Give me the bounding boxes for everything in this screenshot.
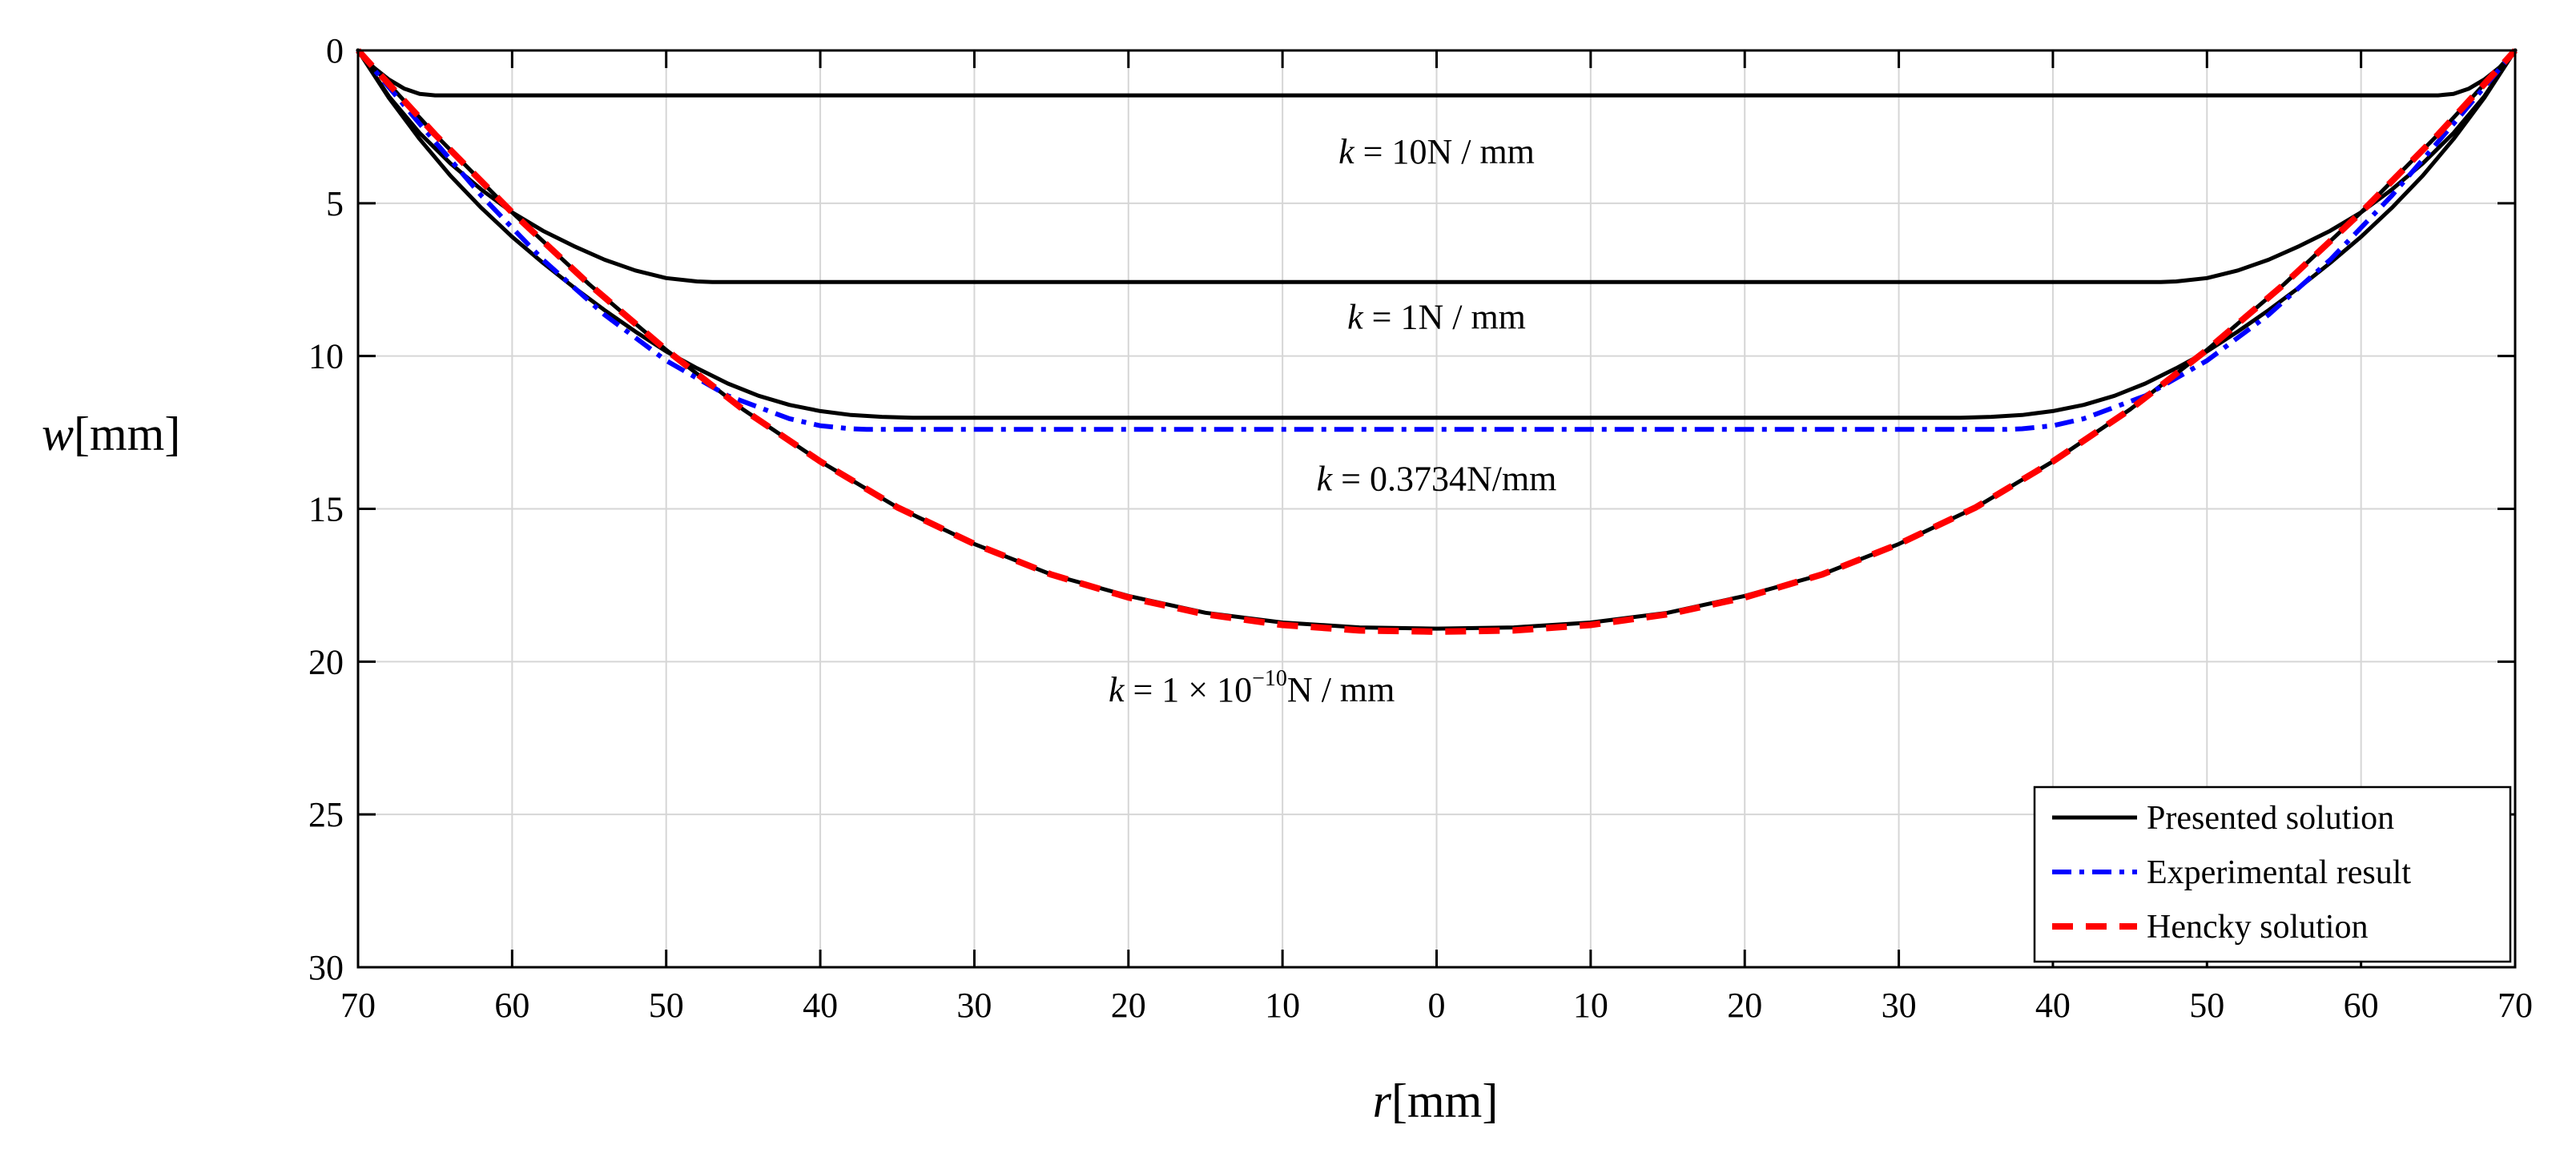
y-tick-label: 10: [308, 337, 344, 376]
legend-label: Experimental result: [2147, 854, 2411, 891]
x-tick-label: 20: [1111, 986, 1146, 1025]
x-tick-label: 50: [649, 986, 684, 1025]
x-tick-label: 30: [1882, 986, 1917, 1025]
legend-label: Hencky solution: [2147, 909, 2368, 946]
annotation-value: = 1 × 10: [1124, 670, 1252, 709]
annotation-exponent: −10: [1252, 666, 1287, 691]
series-line-presented-solution-k1: [356, 48, 2518, 284]
x-tick-label: 20: [1727, 986, 1762, 1025]
y-tick-label: 25: [308, 795, 344, 834]
axis-ticks: 70 60 50 40 30 20 10 0 10 20 30 40 50 60 70 0 5 10 15 20 25 3…: [308, 31, 2533, 1025]
annotation-value: = 10N / mm: [1354, 132, 1535, 171]
curve-annotation-2: k = 1N / mm: [1347, 297, 1526, 336]
series-line-experimental-result: [356, 49, 2518, 432]
annotation-var: k: [1317, 460, 1334, 499]
curve-annotation-3: k = 0.3734N/mm: [1317, 460, 1557, 499]
x-tick-label: 0: [1428, 986, 1446, 1025]
y-axis-label: w[mm]: [42, 408, 180, 460]
x-axis-label-var: r: [1373, 1075, 1392, 1127]
annotation-var: k: [1338, 132, 1355, 171]
y-tick-label: 0: [326, 31, 344, 70]
annotation-var: k: [1109, 670, 1125, 709]
y-axis-label-var: w: [42, 408, 74, 460]
y-tick-label: 30: [308, 948, 344, 987]
plot-series: [356, 48, 2518, 635]
svg-text:w[mm]: w[mm]: [42, 408, 180, 460]
x-axis-label: r[mm]: [1373, 1075, 1499, 1127]
annotation-value: = 0.3734N/mm: [1332, 460, 1556, 499]
legend-label: Presented solution: [2147, 800, 2394, 837]
x-tick-label: 60: [2344, 986, 2379, 1025]
svg-text:r[mm]: r[mm]: [1373, 1075, 1499, 1127]
x-tick-label: 10: [1265, 986, 1300, 1025]
x-tick-label: 70: [340, 986, 376, 1025]
y-tick-label: 5: [326, 184, 344, 223]
y-axis-label-unit: [mm]: [74, 408, 180, 460]
legend: Presented solution Experimental result Hen…: [2033, 785, 2512, 963]
x-tick-label: 50: [2189, 986, 2224, 1025]
series-line-presented-solution-k0: [356, 48, 2518, 98]
x-tick-label: 40: [803, 986, 838, 1025]
curve-annotation-1: k = 10N / mm: [1338, 132, 1535, 171]
x-axis-label-unit: [mm]: [1391, 1075, 1498, 1127]
annotation-unit: N / mm: [1287, 670, 1395, 709]
annotation-value: = 1N / mm: [1363, 297, 1526, 336]
y-tick-label: 15: [308, 490, 344, 529]
x-tick-label: 30: [956, 986, 992, 1025]
curve-annotation-4: k = 1 × 10−10N / mm: [1109, 666, 1395, 709]
x-tick-label: 60: [494, 986, 529, 1025]
curve-annotations: k = 10N / mmk = 1N / mmk = 0.3734N/mmk =…: [1109, 132, 1556, 709]
x-tick-label: 10: [1573, 986, 1608, 1025]
y-tick-label: 20: [308, 642, 344, 681]
annotation-var: k: [1347, 297, 1364, 336]
x-tick-label: 40: [2035, 986, 2071, 1025]
x-tick-label: 70: [2498, 986, 2533, 1025]
